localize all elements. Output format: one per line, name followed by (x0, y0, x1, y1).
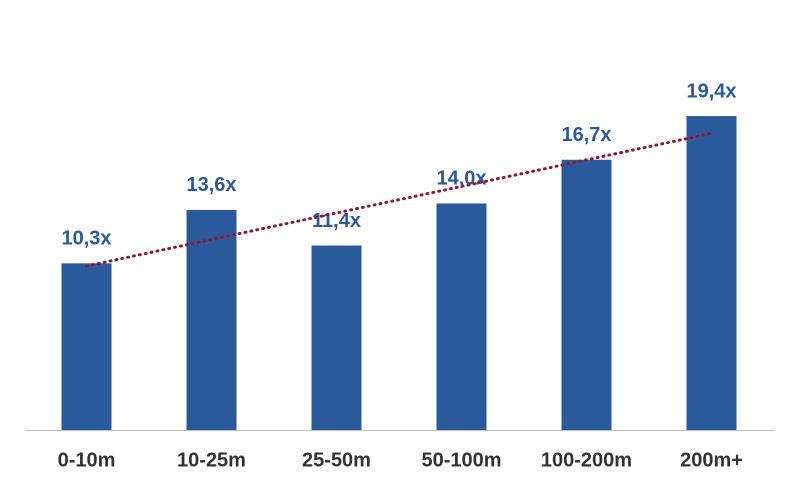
x-tick-label: 10-25m (177, 449, 246, 471)
value-label: 19,4x (686, 80, 736, 102)
bar (311, 245, 362, 430)
value-label: 13,6x (186, 174, 236, 196)
x-tick-label: 100-200m (541, 449, 632, 471)
bar (186, 209, 237, 430)
value-label: 11,4x (312, 210, 361, 232)
x-tick-label: 50-100m (421, 449, 501, 471)
value-label: 16,7x (561, 124, 611, 146)
x-tick-label: 25-50m (302, 449, 371, 471)
bar (436, 203, 487, 430)
bar (61, 263, 112, 430)
x-tick-label: 0-10m (58, 449, 116, 471)
value-label: 10,3x (61, 228, 111, 250)
trend-line (85, 131, 713, 268)
bar (686, 116, 737, 430)
x-tick-label: 200m+ (680, 449, 743, 471)
bar (561, 159, 612, 430)
